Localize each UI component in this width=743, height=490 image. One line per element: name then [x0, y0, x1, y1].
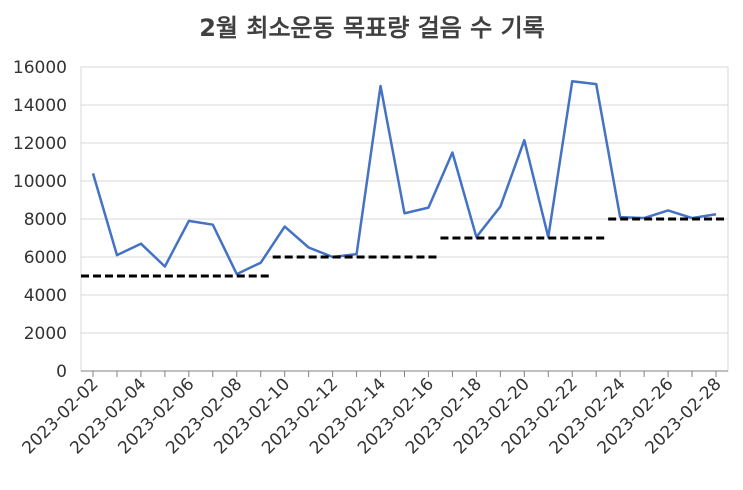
y-tick-label: 14000 [13, 96, 67, 116]
y-tick-label: 8000 [24, 210, 67, 230]
y-tick-label: 16000 [13, 58, 67, 78]
data-line [91, 80, 717, 276]
chart-title: 2월 최소운동 목표량 걸음 수 기록 [199, 14, 545, 42]
y-tick-label: 10000 [13, 172, 67, 192]
y-tick-label: 2000 [24, 324, 67, 344]
y-tick-label: 6000 [24, 248, 67, 268]
y-tick-label: 0 [56, 362, 67, 382]
y-tick-label: 4000 [24, 286, 67, 306]
y-tick-label: 12000 [13, 134, 67, 154]
